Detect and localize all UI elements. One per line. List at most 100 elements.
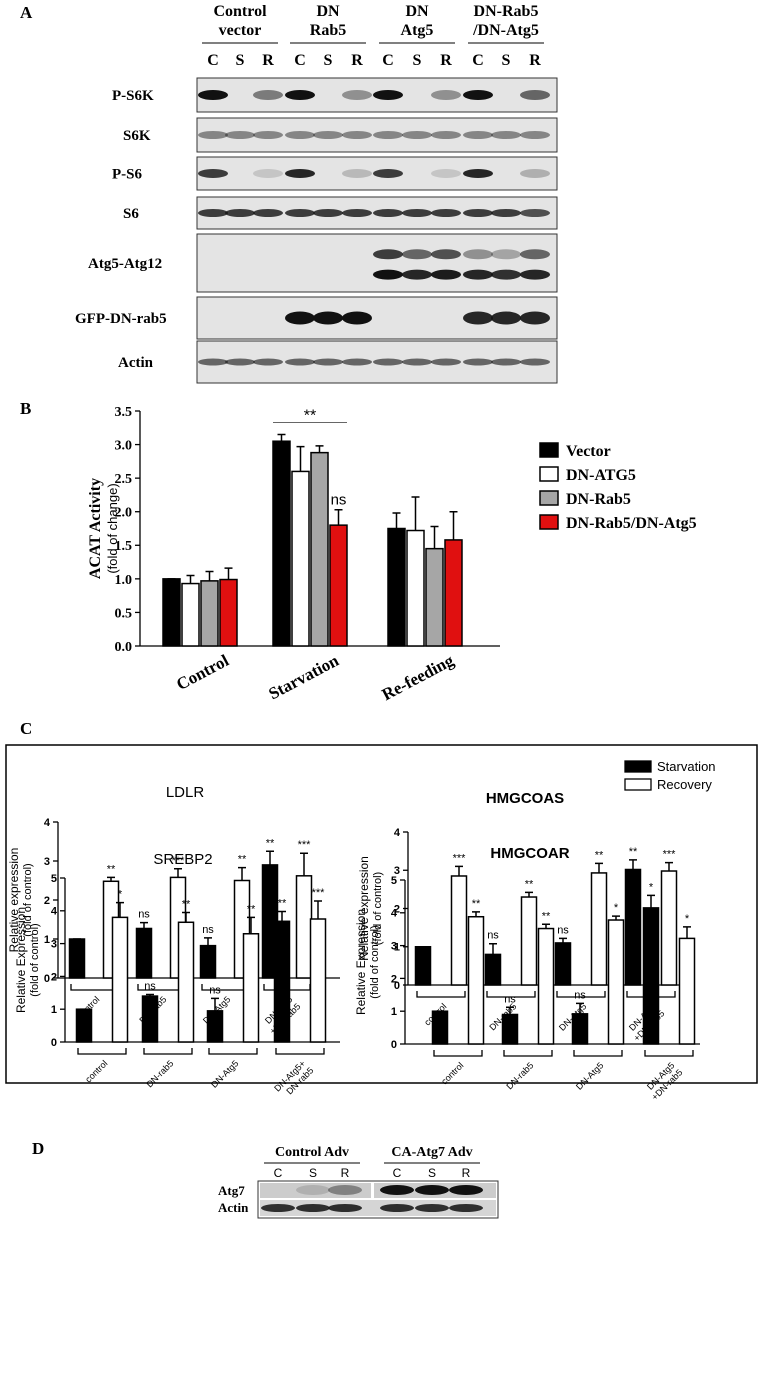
y-tick-label: 3 bbox=[391, 940, 397, 952]
error-bar bbox=[277, 433, 286, 442]
y-tick-label: 0 bbox=[51, 1037, 57, 1049]
lane-label: C bbox=[294, 52, 306, 69]
row-label: Atg5-Atg12 bbox=[88, 256, 162, 272]
bar bbox=[75, 1008, 93, 1043]
panel-label: C bbox=[20, 719, 32, 738]
blot-band bbox=[520, 169, 550, 178]
bar bbox=[387, 527, 406, 647]
legend-swatch bbox=[539, 466, 559, 482]
legend-swatch bbox=[539, 442, 559, 458]
y-tick-label: 3 bbox=[394, 865, 400, 877]
y-tick-label: 0 bbox=[44, 973, 50, 985]
group-header: /DN-Atg5 bbox=[472, 22, 539, 39]
bar bbox=[660, 870, 678, 986]
chart-title: HMGCOAR bbox=[490, 845, 569, 862]
bar bbox=[68, 938, 86, 979]
blot-band bbox=[342, 131, 372, 139]
error-bar bbox=[430, 525, 439, 549]
lane-label: S bbox=[502, 52, 511, 69]
blot-band bbox=[463, 358, 493, 366]
significance-label: *** bbox=[312, 887, 326, 899]
blot-band bbox=[296, 1185, 330, 1195]
lane-label: C bbox=[207, 52, 219, 69]
group-header: CA-Atg7 Adv bbox=[391, 1145, 472, 1160]
y-axis-sublabel: (fold of control) bbox=[369, 925, 381, 998]
blot-band bbox=[342, 311, 372, 325]
panel-label: A bbox=[20, 3, 33, 22]
lane-label: R bbox=[341, 1166, 350, 1180]
bar bbox=[484, 953, 502, 986]
y-tick-label: 1 bbox=[394, 942, 400, 954]
annotation: ** bbox=[304, 408, 316, 425]
bar bbox=[200, 580, 219, 647]
significance-label: ns bbox=[487, 930, 499, 942]
blot-band bbox=[225, 358, 255, 366]
blot-band bbox=[328, 1185, 362, 1195]
error-bar bbox=[542, 923, 550, 929]
error-bar bbox=[595, 862, 603, 873]
lane-label: S bbox=[309, 1166, 317, 1180]
significance-label: ns bbox=[144, 980, 156, 992]
error-bar bbox=[278, 910, 286, 922]
bar bbox=[177, 921, 195, 1043]
chart-title: HMGCOAS bbox=[486, 790, 564, 807]
significance-label: ** bbox=[182, 898, 191, 910]
bar bbox=[329, 524, 348, 647]
significance-label: ns bbox=[331, 492, 347, 509]
blot-band bbox=[225, 131, 255, 139]
y-axis-label: ACAT Activity bbox=[87, 478, 104, 579]
bar bbox=[678, 937, 696, 1045]
blot-strip bbox=[260, 1183, 371, 1198]
blot-band bbox=[198, 169, 228, 178]
blot-band bbox=[342, 358, 372, 366]
y-tick-label: 1 bbox=[51, 1004, 57, 1016]
significance-label: * bbox=[118, 889, 123, 901]
blot-band bbox=[402, 249, 432, 260]
blot-band bbox=[285, 311, 315, 325]
significance-label: ns bbox=[574, 989, 586, 1001]
blot-band bbox=[520, 311, 550, 325]
y-tick-label: 2 bbox=[391, 973, 397, 985]
legend-label: Starvation bbox=[657, 759, 716, 774]
blot-band bbox=[491, 209, 521, 217]
significance-label: * bbox=[614, 902, 619, 914]
bar bbox=[590, 872, 608, 986]
y-tick-label: 2 bbox=[44, 895, 50, 907]
y-tick-label: 1 bbox=[391, 1006, 397, 1018]
chart-title: LDLR bbox=[166, 784, 205, 801]
blot-band bbox=[285, 90, 315, 100]
y-axis-sublabel: (fold of control) bbox=[372, 872, 384, 945]
error-bar bbox=[247, 916, 255, 934]
significance-label: ns bbox=[557, 924, 569, 936]
lane-label: R bbox=[351, 52, 363, 69]
bar bbox=[467, 915, 485, 1045]
blot-band bbox=[253, 131, 283, 139]
error-bar bbox=[300, 852, 308, 876]
blot-band bbox=[431, 209, 461, 217]
group-header: DN-Rab5 bbox=[474, 3, 539, 20]
blot-band bbox=[520, 90, 550, 100]
lane-label: S bbox=[324, 52, 333, 69]
group-bracket bbox=[556, 991, 606, 998]
lane-label: R bbox=[262, 52, 274, 69]
error-bar bbox=[186, 574, 195, 584]
lane-label: S bbox=[413, 52, 422, 69]
legend-swatch bbox=[539, 514, 559, 530]
bar bbox=[431, 1010, 449, 1045]
blot-band bbox=[520, 209, 550, 217]
group-bracket bbox=[573, 1050, 623, 1057]
row-label: GFP-DN-rab5 bbox=[75, 311, 167, 327]
row-label: S6K bbox=[123, 128, 151, 144]
lane-label: C bbox=[393, 1166, 402, 1180]
y-tick-label: 2.0 bbox=[115, 506, 133, 521]
y-tick-label: 4 bbox=[51, 906, 58, 918]
blot-strip bbox=[196, 117, 558, 153]
significance-label: ** bbox=[266, 837, 275, 849]
bar bbox=[310, 451, 329, 647]
group-bracket bbox=[143, 1048, 193, 1055]
row-label: P-S6K bbox=[112, 88, 154, 104]
error-bar bbox=[506, 1006, 514, 1015]
blot-band bbox=[520, 131, 550, 139]
significance-label: ns bbox=[138, 909, 150, 921]
bar bbox=[642, 907, 660, 1045]
